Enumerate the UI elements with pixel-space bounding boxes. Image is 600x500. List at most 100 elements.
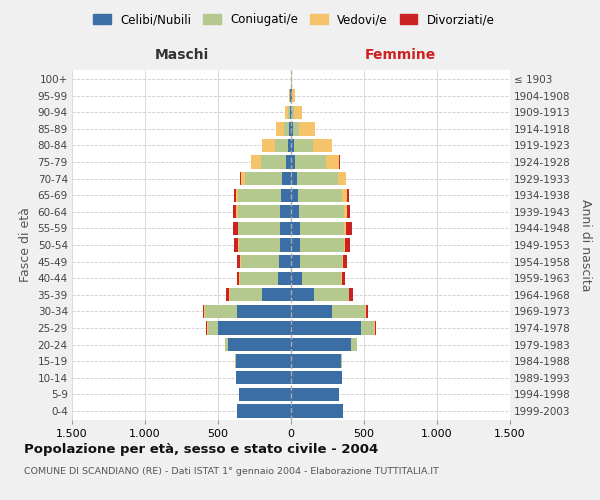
Bar bbox=[240, 172, 241, 186]
Bar bbox=[291, 288, 314, 302]
Y-axis label: Anni di nascita: Anni di nascita bbox=[579, 198, 592, 291]
Bar bbox=[204, 304, 205, 318]
Bar bbox=[291, 122, 293, 136]
Bar bbox=[229, 288, 230, 302]
Bar bbox=[291, 172, 297, 186]
Bar bbox=[293, 122, 299, 136]
Bar bbox=[290, 89, 291, 102]
Bar bbox=[291, 304, 332, 318]
Bar bbox=[290, 106, 291, 119]
Bar bbox=[237, 255, 240, 268]
Bar bbox=[298, 188, 342, 202]
Bar bbox=[234, 238, 238, 252]
Bar bbox=[237, 404, 291, 417]
Bar bbox=[291, 106, 292, 119]
Bar bbox=[238, 238, 239, 252]
Bar bbox=[345, 238, 350, 252]
Bar bbox=[280, 205, 291, 218]
Bar bbox=[297, 172, 338, 186]
Bar bbox=[349, 288, 353, 302]
Bar bbox=[208, 322, 218, 334]
Bar bbox=[239, 238, 280, 252]
Text: Femmine: Femmine bbox=[365, 48, 436, 62]
Bar bbox=[236, 354, 291, 368]
Bar bbox=[344, 205, 347, 218]
Bar bbox=[291, 156, 295, 168]
Bar bbox=[289, 122, 291, 136]
Bar bbox=[261, 156, 286, 168]
Bar bbox=[280, 255, 291, 268]
Bar bbox=[291, 371, 342, 384]
Bar bbox=[300, 222, 344, 235]
Bar bbox=[339, 156, 340, 168]
Bar bbox=[342, 255, 343, 268]
Bar bbox=[347, 188, 349, 202]
Bar bbox=[228, 338, 291, 351]
Bar bbox=[262, 288, 291, 302]
Bar bbox=[236, 371, 291, 384]
Bar bbox=[361, 322, 374, 334]
Bar bbox=[235, 354, 236, 368]
Bar bbox=[341, 354, 342, 368]
Bar bbox=[300, 238, 344, 252]
Bar bbox=[291, 188, 298, 202]
Bar bbox=[239, 388, 291, 401]
Bar bbox=[233, 205, 236, 218]
Text: COMUNE DI SCANDIANO (RE) - Dati ISTAT 1° gennaio 2004 - Elaborazione TUTTITALIA.: COMUNE DI SCANDIANO (RE) - Dati ISTAT 1°… bbox=[24, 468, 439, 476]
Y-axis label: Fasce di età: Fasce di età bbox=[19, 208, 32, 282]
Bar bbox=[262, 139, 275, 152]
Bar bbox=[285, 106, 287, 119]
Bar bbox=[301, 255, 342, 268]
Bar bbox=[245, 172, 282, 186]
Bar bbox=[291, 272, 302, 285]
Bar bbox=[291, 89, 292, 102]
Bar bbox=[344, 238, 345, 252]
Bar bbox=[366, 304, 368, 318]
Bar bbox=[292, 89, 295, 102]
Bar bbox=[332, 304, 365, 318]
Bar bbox=[291, 238, 300, 252]
Bar bbox=[351, 338, 356, 351]
Bar bbox=[326, 156, 339, 168]
Bar bbox=[203, 304, 204, 318]
Bar bbox=[313, 139, 332, 152]
Bar bbox=[241, 172, 245, 186]
Bar bbox=[280, 222, 291, 235]
Bar bbox=[289, 89, 290, 102]
Legend: Celibi/Nubili, Coniugati/e, Vedovi/e, Divorziati/e: Celibi/Nubili, Coniugati/e, Vedovi/e, Di… bbox=[89, 8, 499, 31]
Bar bbox=[207, 322, 208, 334]
Bar bbox=[230, 288, 262, 302]
Bar bbox=[288, 139, 291, 152]
Bar bbox=[291, 322, 361, 334]
Bar bbox=[234, 188, 236, 202]
Bar bbox=[251, 156, 261, 168]
Bar bbox=[277, 122, 284, 136]
Bar bbox=[240, 272, 278, 285]
Bar bbox=[233, 222, 238, 235]
Bar bbox=[346, 222, 352, 235]
Bar bbox=[291, 354, 341, 368]
Bar bbox=[291, 338, 351, 351]
Bar bbox=[343, 255, 347, 268]
Bar bbox=[237, 304, 291, 318]
Bar bbox=[291, 255, 301, 268]
Bar bbox=[342, 272, 345, 285]
Text: Maschi: Maschi bbox=[154, 48, 209, 62]
Bar bbox=[278, 272, 291, 285]
Bar bbox=[236, 205, 238, 218]
Bar bbox=[342, 188, 347, 202]
Bar bbox=[205, 304, 237, 318]
Bar bbox=[375, 322, 376, 334]
Bar bbox=[286, 156, 291, 168]
Bar bbox=[291, 388, 339, 401]
Bar bbox=[280, 238, 291, 252]
Bar bbox=[275, 139, 288, 152]
Bar bbox=[365, 304, 366, 318]
Bar bbox=[237, 272, 239, 285]
Bar bbox=[291, 404, 343, 417]
Bar bbox=[284, 122, 289, 136]
Bar bbox=[338, 172, 346, 186]
Bar bbox=[299, 122, 314, 136]
Bar bbox=[293, 139, 313, 152]
Bar bbox=[206, 322, 207, 334]
